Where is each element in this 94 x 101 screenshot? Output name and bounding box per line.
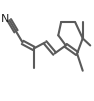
Text: N: N xyxy=(0,14,9,24)
